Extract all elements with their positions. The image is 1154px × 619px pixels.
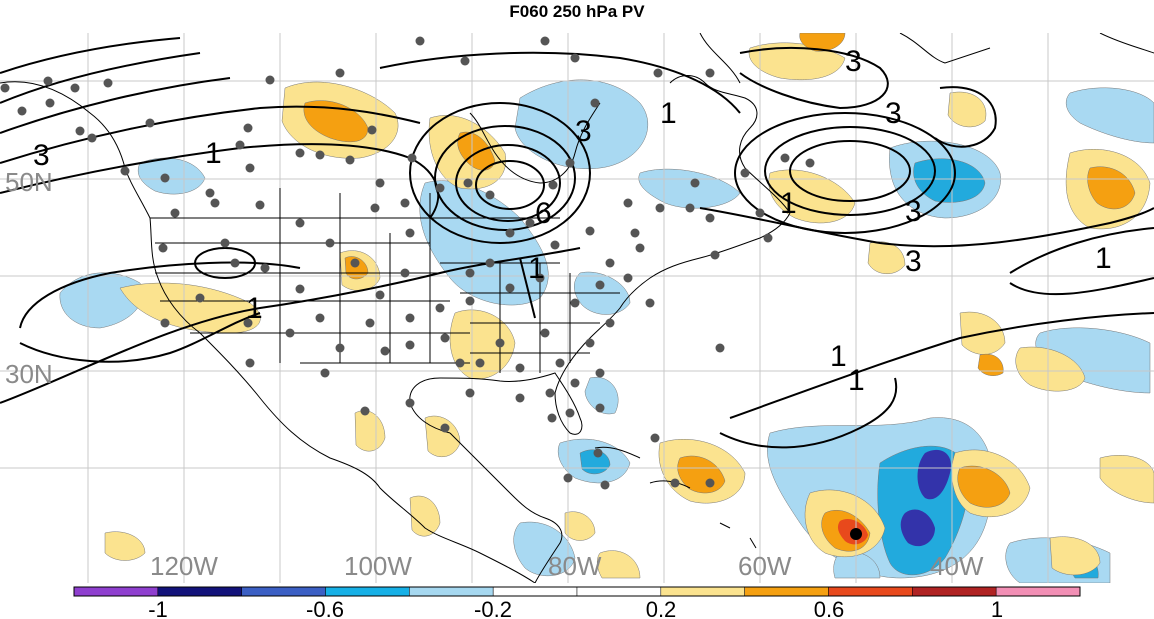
negative-mid-regions <box>579 158 1099 579</box>
colorbar-tick-label: -1 <box>148 597 168 619</box>
colorbar-swatch <box>744 586 829 597</box>
contour-label: 1 <box>1095 242 1112 275</box>
pv-contours <box>0 37 1154 449</box>
negative-strong-regions <box>900 449 951 547</box>
lon-label-120w: 120W <box>150 551 218 581</box>
contour-label: 1 <box>528 252 545 285</box>
colorbar-swatch <box>409 586 494 597</box>
colorbar-tick-label: 0.2 <box>646 597 677 619</box>
contour-label: 3 <box>905 245 922 278</box>
colorbar: -1 -0.6 -0.2 0.2 0.6 1 <box>73 586 1081 619</box>
colorbar-swatch <box>995 586 1081 597</box>
lat-label-50n: 50N <box>5 167 53 197</box>
colorbar-swatch <box>73 586 159 597</box>
lon-label-40w: 40W <box>930 551 984 581</box>
colorbar-tick-label: -0.2 <box>474 597 512 619</box>
contour-label: 3 <box>575 115 592 148</box>
contour-label: 3 <box>845 45 862 78</box>
contour-label: 1 <box>830 340 847 373</box>
map-title: F060 250 hPa PV <box>509 2 645 21</box>
contour-label: 1 <box>660 97 677 130</box>
lon-label-100w: 100W <box>344 551 412 581</box>
contour-label: 3 <box>33 139 50 172</box>
contour-label: 6 <box>535 197 552 230</box>
lon-label-60w: 60W <box>738 551 792 581</box>
contour-label: 1 <box>246 292 263 325</box>
station-markers <box>0 36 815 490</box>
colorbar-swatch <box>828 586 913 597</box>
contour-label: 1 <box>848 364 865 397</box>
colorbar-swatch <box>912 586 997 597</box>
positive-mid-regions <box>303 33 1136 552</box>
contour-label: 1 <box>205 137 222 170</box>
pv-map: 50N 30N 120W 100W 80W 60W 40W 3 1 1 3 6 … <box>0 33 1154 583</box>
lon-label-80w: 80W <box>548 551 602 581</box>
contour-label: 3 <box>885 97 902 130</box>
graticule <box>0 33 1154 583</box>
colorbar-swatch <box>576 586 662 597</box>
colorbar-swatch <box>157 586 242 597</box>
colorbar-tick-label: -0.6 <box>306 597 344 619</box>
colorbar-tick-label: 1 <box>991 597 1003 619</box>
contour-label: 3 <box>905 195 922 228</box>
lat-label-30n: 30N <box>5 359 53 389</box>
station-highlight <box>850 528 862 540</box>
colorbar-swatch <box>492 586 578 597</box>
pv-shading <box>59 33 1154 583</box>
colorbar-swatch <box>660 586 745 597</box>
contour-label: 1 <box>780 187 797 220</box>
colorbar-swatches <box>73 586 1081 597</box>
colorbar-swatch <box>325 586 410 597</box>
colorbar-tick-label: 0.6 <box>814 597 845 619</box>
colorbar-swatch <box>241 586 326 597</box>
